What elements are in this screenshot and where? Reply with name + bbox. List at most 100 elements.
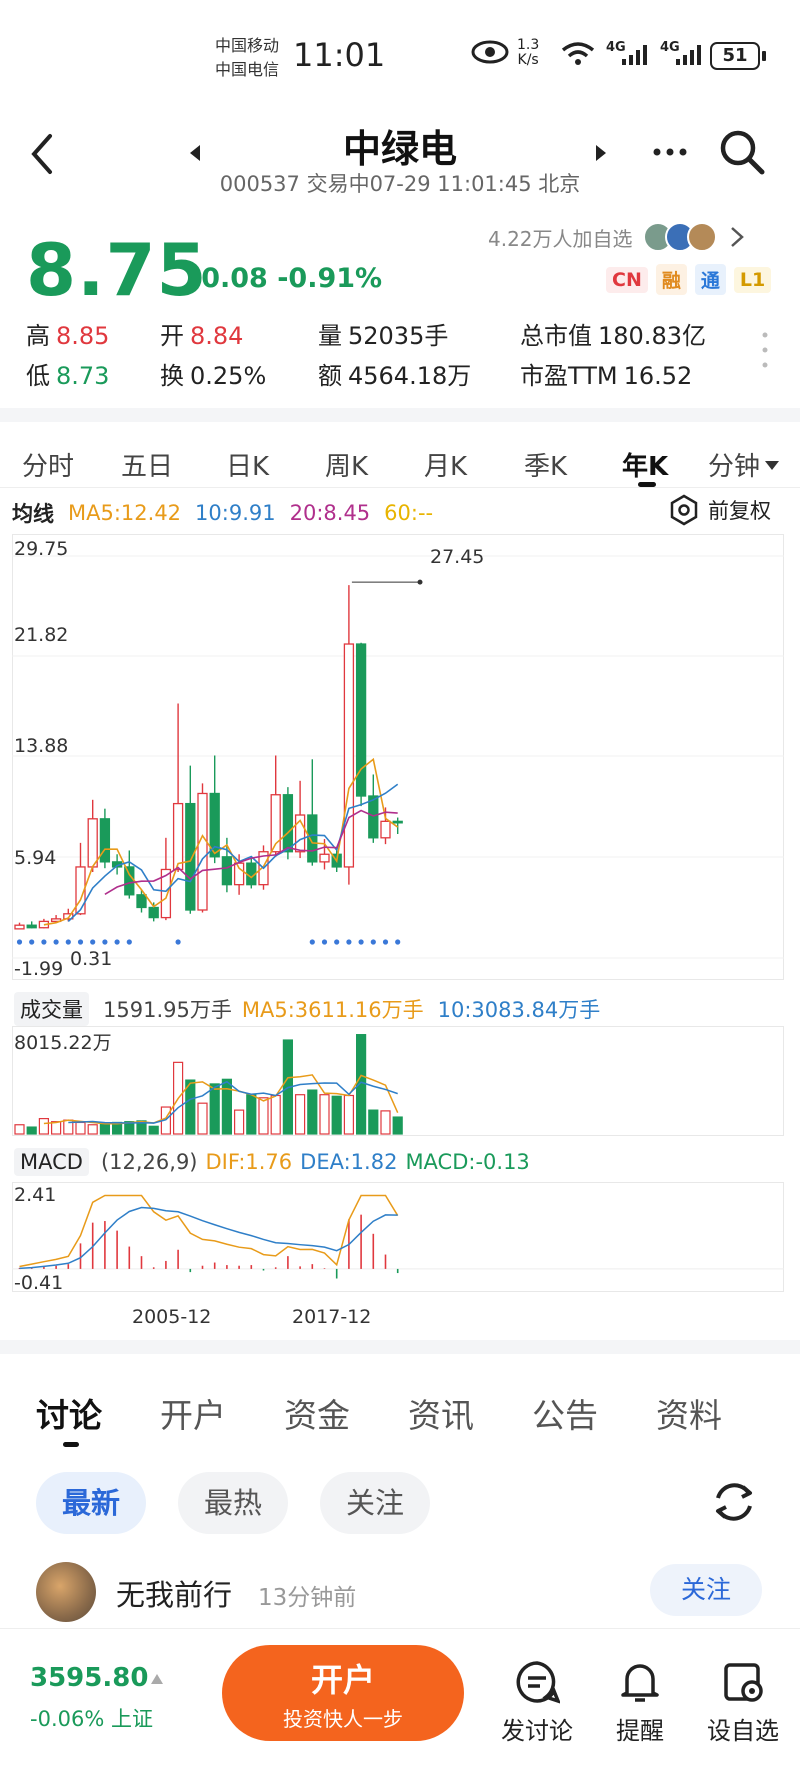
post-discussion-label: 发讨论 xyxy=(501,1717,573,1745)
y-tick-4: 5.94 xyxy=(14,847,57,869)
ma-legend: 均线 MA5:12.42 10:9.91 20:8.45 60:-- xyxy=(12,498,433,528)
tab-monthly[interactable]: 月K xyxy=(424,452,468,482)
carrier-2: 中国电信 xyxy=(215,60,280,79)
open-account-label: 开户 xyxy=(310,1661,375,1699)
filter-following[interactable]: 关注 xyxy=(320,1472,431,1534)
volume-label: 量 xyxy=(318,322,342,350)
volume-ma10-line xyxy=(68,1080,398,1124)
adjust-toggle[interactable]: 前复权 xyxy=(668,494,771,526)
tab-quarterly[interactable]: 季K xyxy=(524,452,568,482)
event-dot xyxy=(65,939,71,945)
dif-line xyxy=(19,1194,399,1268)
candle xyxy=(307,814,318,863)
y-tick-2: 21.82 xyxy=(14,624,69,646)
index-value[interactable]: 3595.80 xyxy=(30,1663,149,1693)
volume-bar xyxy=(87,1124,98,1135)
filter-hot[interactable]: 最热 xyxy=(178,1472,289,1534)
refresh-icon[interactable] xyxy=(710,1478,758,1526)
tab-open-account[interactable]: 开户 xyxy=(160,1396,226,1435)
y-tick-1: 29.75 xyxy=(14,538,69,560)
filter-latest[interactable]: 最新 xyxy=(36,1472,147,1534)
reminder-button[interactable]: 提醒 xyxy=(595,1659,685,1746)
volume-bar xyxy=(258,1097,269,1135)
adjust-label: 前复权 xyxy=(708,499,771,523)
candle xyxy=(99,818,111,863)
candle xyxy=(209,792,220,858)
candle xyxy=(136,894,147,909)
volume-bar xyxy=(343,1094,354,1135)
tab-timeshare[interactable]: 分时 xyxy=(22,452,75,482)
event-dot xyxy=(358,939,364,945)
candle xyxy=(294,814,306,853)
macd-panel[interactable] xyxy=(12,1182,784,1292)
volume-bar xyxy=(50,1121,62,1135)
status-bar: 中国移动 中国电信 11:01 1.3 K/s 4G 4G 51 xyxy=(0,0,800,110)
tab-5day[interactable]: 五日 xyxy=(121,452,174,482)
battery-icon: 51 xyxy=(710,42,760,70)
tab-funds[interactable]: 资金 xyxy=(284,1396,350,1435)
tab-daily[interactable]: 日K xyxy=(226,452,270,482)
tab-announcements[interactable]: 公告 xyxy=(532,1396,598,1435)
candle xyxy=(148,906,159,919)
discussion-section: 讨论 开户 资金 资讯 公告 资料 最新 最热 关注 xyxy=(0,1340,800,1534)
candle xyxy=(368,795,379,839)
event-dot xyxy=(370,939,376,945)
wifi-icon xyxy=(561,42,595,65)
candle xyxy=(14,924,25,930)
open-account-sub: 投资快人一步 xyxy=(283,1707,403,1731)
watchlist-settings-button[interactable]: 设自选 xyxy=(698,1659,788,1746)
volume-bar xyxy=(380,1110,391,1135)
x-label-2: 2017-12 xyxy=(292,1306,372,1328)
tab-discuss[interactable]: 讨论 xyxy=(36,1396,102,1435)
candle xyxy=(392,820,403,824)
follow-info[interactable]: 4.22万人加自选 xyxy=(488,222,747,252)
candle xyxy=(197,792,208,911)
volume-legend: 成交量 1591.95万手 MA5:3611.16万手 10:3083.84万手 xyxy=(14,992,600,1026)
tab-yearly[interactable]: 年K xyxy=(622,452,669,482)
stats-col-3: 量 52035手 额 4564.18万 xyxy=(318,316,471,396)
open-value: 8.84 xyxy=(190,322,244,350)
network-1-label: 4G xyxy=(606,40,626,55)
pe-value: 16.52 xyxy=(623,362,693,390)
candle xyxy=(233,862,245,886)
signal-1-icon xyxy=(622,45,647,65)
carrier-info: 中国移动 中国电信 xyxy=(215,34,279,82)
volume-bar xyxy=(221,1078,232,1135)
event-dot xyxy=(175,939,181,945)
kline-panel[interactable] xyxy=(12,534,784,980)
follow-user-button[interactable]: 关注 xyxy=(650,1564,762,1616)
post-time: 13分钟前 xyxy=(258,1585,357,1611)
next-stock-icon[interactable] xyxy=(594,144,608,162)
back-icon[interactable] xyxy=(28,132,58,176)
volume-bar xyxy=(124,1121,135,1135)
candle xyxy=(221,856,233,886)
price-change: -0.08 -0.91% xyxy=(190,263,383,294)
macd-chart xyxy=(12,1194,784,1279)
tab-weekly[interactable]: 周K xyxy=(325,452,369,482)
follower-avatars xyxy=(642,222,717,252)
volume-bar xyxy=(246,1094,257,1135)
stock-name: 中绿电 xyxy=(342,127,457,171)
open-account-button[interactable]: 开户 投资快人一步 xyxy=(222,1645,464,1741)
volume-max-label: 8015.22万 xyxy=(14,1032,112,1054)
volume-bar xyxy=(14,1124,25,1135)
tab-news[interactable]: 资讯 xyxy=(408,1396,474,1435)
tab-profile[interactable]: 资料 xyxy=(656,1396,722,1435)
candle xyxy=(355,643,367,797)
volume-bar xyxy=(331,1095,342,1135)
more-icon[interactable] xyxy=(652,146,688,158)
volume-panel[interactable] xyxy=(12,1026,784,1136)
more-stats-icon[interactable] xyxy=(760,330,770,370)
volume-bar xyxy=(197,1102,208,1135)
post-username[interactable]: 无我前行 xyxy=(116,1578,233,1612)
tab-minute[interactable]: 分钟 xyxy=(708,446,780,483)
event-dot xyxy=(77,939,84,945)
prev-stock-icon[interactable] xyxy=(188,144,202,162)
macd-params: (12,26,9) xyxy=(100,1150,198,1174)
post-discussion-button[interactable]: 发讨论 xyxy=(492,1659,582,1746)
search-icon[interactable] xyxy=(718,128,766,176)
volume-bar xyxy=(26,1126,37,1135)
avatar[interactable] xyxy=(36,1562,96,1622)
event-dot xyxy=(29,939,35,945)
bottom-bar: 3595.80 -0.06% 上证 开户 投资快人一步 发讨论 提醒 设自选 xyxy=(0,1628,800,1778)
